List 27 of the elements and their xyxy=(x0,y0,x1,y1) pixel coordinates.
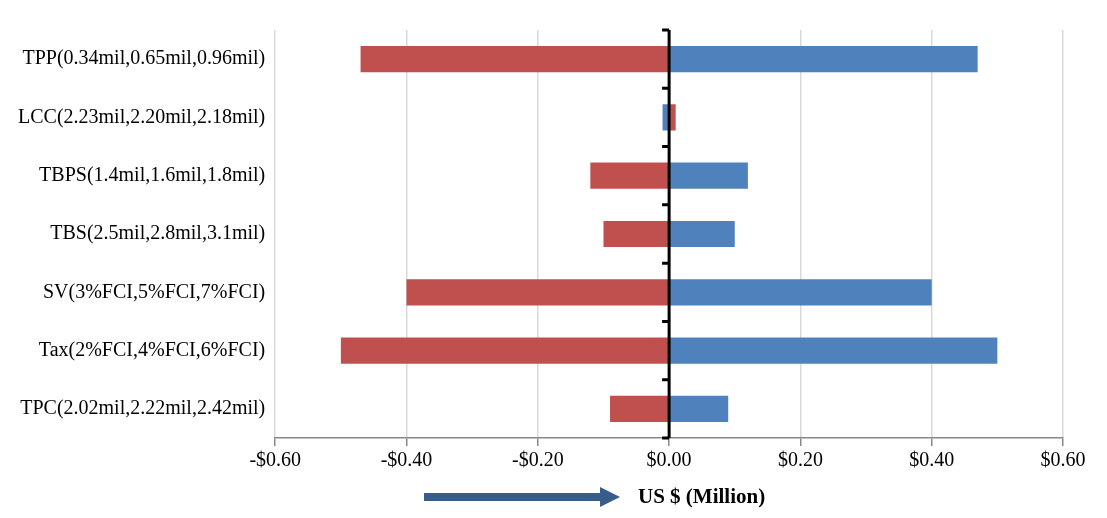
x-tick-label: -$0.60 xyxy=(249,448,302,471)
y-tick-label: LCC(2.23mil,2.20mil,2.18mil) xyxy=(17,104,266,128)
x-tick-label: -$0.40 xyxy=(380,448,433,471)
bar xyxy=(590,162,669,189)
x-tick-label: $0.20 xyxy=(777,448,823,471)
bar xyxy=(669,279,932,306)
y-tick-label: TPP(0.34mil,0.65mil,0.96mil) xyxy=(22,46,266,70)
bar xyxy=(610,395,669,422)
y-tick-label: TPC(2.02mil,2.22mil,2.42mil) xyxy=(20,396,266,420)
bar xyxy=(669,395,729,422)
bar xyxy=(669,337,998,364)
bar xyxy=(669,220,735,248)
bar xyxy=(406,279,669,306)
bar xyxy=(360,46,669,73)
y-tick-label: TBS(2.5mil,2.8mil,3.1mil) xyxy=(50,221,266,245)
bar xyxy=(669,46,978,73)
x-tick-label: $0.40 xyxy=(909,448,955,471)
x-tick-label: -$0.20 xyxy=(511,448,564,471)
bar xyxy=(669,162,748,189)
x-tick-label: $0.00 xyxy=(646,448,692,471)
bar xyxy=(340,337,669,364)
y-tick-label: TBPS(1.4mil,1.6mil,1.8mil) xyxy=(39,162,266,186)
y-tick-label: SV(3%FCI,5%FCI,7%FCI) xyxy=(42,279,266,303)
y-tick-label: Tax(2%FCI,4%FCI,6%FCI) xyxy=(38,337,266,361)
x-axis-title: US $ (Million) xyxy=(638,484,766,509)
bar xyxy=(603,220,669,248)
x-tick-label: $0.60 xyxy=(1040,448,1086,471)
